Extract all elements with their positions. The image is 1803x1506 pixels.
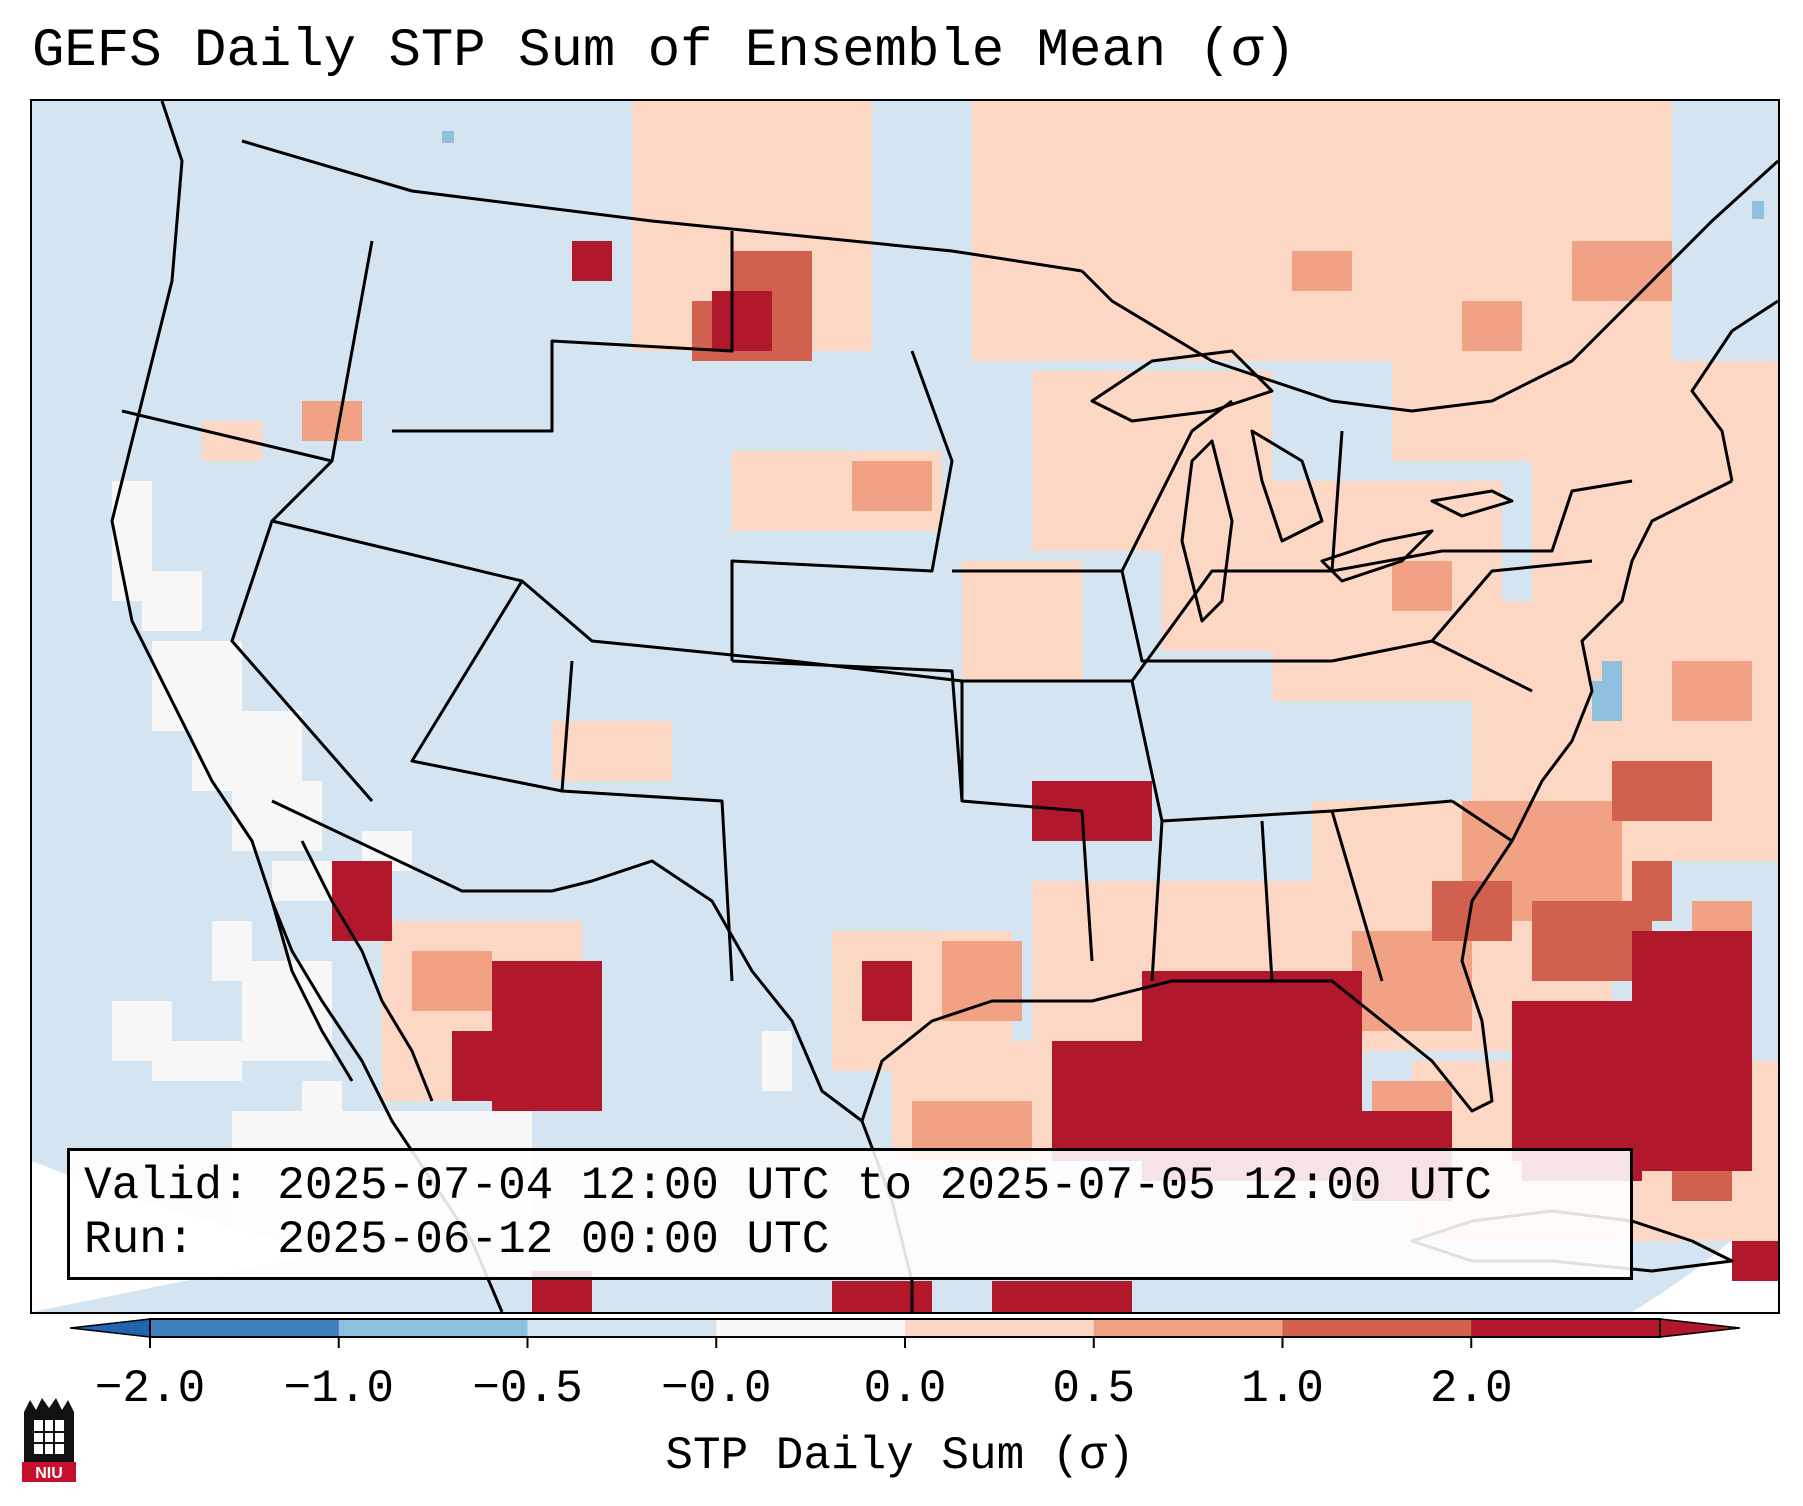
lake-erie: [1320, 529, 1434, 583]
colorbar-segment: [1471, 1319, 1661, 1337]
colorbar-segment: [905, 1319, 1095, 1337]
negative-cells: [442, 131, 1764, 721]
colorbar-extend-low: [70, 1318, 151, 1338]
colorbar-segment: [716, 1319, 906, 1337]
lake-superior: [1090, 349, 1274, 423]
map-panel: [30, 99, 1780, 1314]
colorbar-segment: [527, 1319, 717, 1337]
chart-title: GEFS Daily STP Sum of Ensemble Mean (σ): [32, 21, 1296, 82]
baja-west-coast: [270, 900, 354, 1082]
very-strong-positive-cells: [332, 241, 1778, 1312]
colorbar-label: STP Daily Sum (σ): [665, 1430, 1135, 1482]
us-mexico-border: [271, 799, 863, 1123]
colorbar-segment: [1282, 1319, 1472, 1337]
valid-run-info-box: Valid: 2025-07-04 12:00 UTC to 2025-07-0…: [67, 1148, 1633, 1280]
colorbar-segment: [150, 1319, 340, 1337]
colorbar-tick-label: −1.0: [283, 1363, 394, 1415]
lake-ontario: [1430, 489, 1514, 518]
colorbar-segment: [1093, 1319, 1283, 1337]
gulf-coastline: [860, 479, 1733, 1122]
colorbar-tick-label: −0.5: [472, 1363, 583, 1415]
baja-peninsula: [300, 840, 434, 1102]
atlantic-canada-coast: [1690, 299, 1778, 482]
colorbar: [70, 1318, 1740, 1348]
run-time-text: Run: 2025-06-12 00:00 UTC: [84, 1214, 830, 1266]
logo-text: NIU: [35, 1465, 63, 1482]
state-lines: [121, 231, 1633, 982]
colorbar-segments: [150, 1319, 1661, 1337]
colorbar-tick-label: 0.0: [863, 1363, 947, 1415]
colorbar-segment: [338, 1319, 528, 1337]
colorbar-tick-label: 0.5: [1052, 1363, 1136, 1415]
lake-michigan: [1180, 439, 1234, 623]
colorbar-tick-label: 1.0: [1241, 1363, 1324, 1415]
colorbar-tick-label: 2.0: [1429, 1363, 1513, 1415]
domain-edge-bottom-right: [1632, 1191, 1778, 1312]
near-zero-cells: [112, 481, 792, 1231]
valid-time-text: Valid: 2025-07-04 12:00 UTC to 2025-07-0…: [84, 1160, 1492, 1212]
map-outlines: [110, 101, 1778, 1312]
great-lakes-east-border: [1080, 159, 1778, 413]
colorbar-tick-label: −0.0: [661, 1363, 772, 1415]
colorbar-ticks: [149, 1337, 1473, 1348]
stp-anomaly-map: [32, 101, 1778, 1312]
pacific-coastline: [110, 101, 504, 1312]
colorbar-extend-high: [1659, 1318, 1740, 1338]
lake-huron: [1250, 429, 1324, 543]
niu-castle-logo-icon: NIU: [22, 1398, 76, 1482]
colorbar-tick-label: −2.0: [94, 1363, 206, 1415]
canada-us-border: [241, 139, 1083, 273]
